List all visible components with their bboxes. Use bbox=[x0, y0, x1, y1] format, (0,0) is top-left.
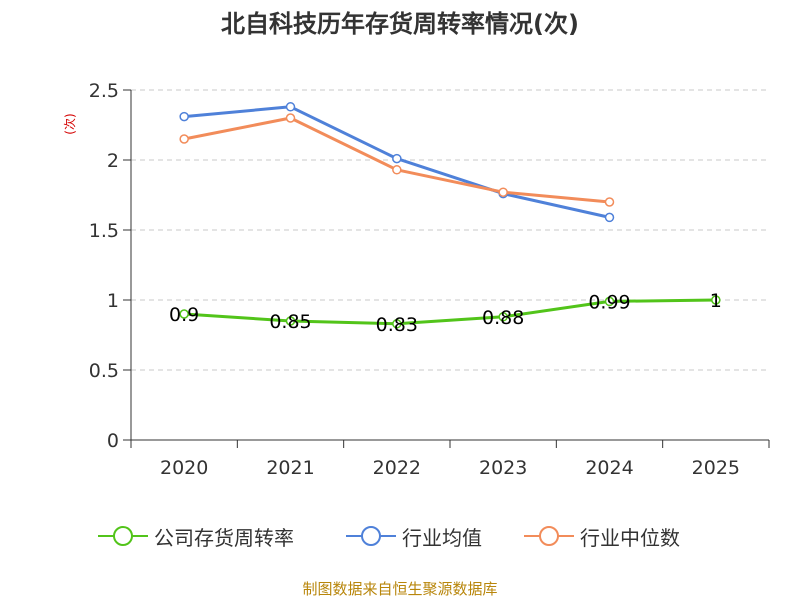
legend-label: 行业中位数 bbox=[580, 525, 680, 550]
x-tick-label: 2023 bbox=[479, 457, 527, 479]
legend-line-marker-icon bbox=[98, 526, 148, 546]
data-point bbox=[392, 153, 402, 164]
x-tick-label: 2025 bbox=[692, 457, 740, 479]
legend-label: 公司存货周转率 bbox=[154, 525, 294, 550]
data-labels: 0.9 0.85 0.83 0.88 0.99 1 bbox=[169, 290, 722, 336]
series-line bbox=[184, 298, 716, 326]
x-tick-label: 2022 bbox=[373, 457, 421, 479]
legend-item-industry-median[interactable]: 行业中位数 bbox=[524, 519, 680, 553]
legend-item-company[interactable]: 公司存货周转率 bbox=[98, 519, 294, 553]
data-point bbox=[392, 165, 402, 175]
data-point bbox=[179, 111, 189, 122]
data-label: 0.83 bbox=[376, 314, 418, 336]
data-point bbox=[285, 316, 296, 326]
y-axis-unit-label: (次) bbox=[63, 113, 77, 134]
y-tick-label: 2.5 bbox=[89, 80, 119, 102]
y-tick-label: 2 bbox=[107, 150, 119, 172]
x-tick-label: 2021 bbox=[266, 457, 314, 479]
y-tick-label: 1.5 bbox=[89, 220, 119, 242]
data-source-note: 制图数据来自恒生聚源数据库 bbox=[302, 580, 498, 598]
data-point bbox=[179, 309, 189, 319]
legend-line-marker-icon bbox=[346, 526, 396, 546]
legend-item-industry-mean[interactable]: 行业均值 bbox=[346, 519, 482, 553]
x-tick-label: 2024 bbox=[585, 457, 633, 479]
data-point bbox=[498, 187, 508, 197]
data-point bbox=[392, 319, 402, 329]
data-point bbox=[604, 212, 615, 223]
data-point bbox=[498, 312, 508, 322]
data-label: 0.99 bbox=[588, 291, 630, 313]
axes: 0 0.5 1 1.5 2 2.5 2020 2021 2022 2023 2024 2025 (次) bbox=[63, 80, 770, 479]
x-tick-label: 2020 bbox=[160, 457, 208, 479]
data-point bbox=[285, 113, 296, 123]
data-label: 0.88 bbox=[482, 307, 524, 329]
legend-label: 行业均值 bbox=[402, 525, 482, 550]
y-tick-label: 1 bbox=[107, 290, 119, 312]
data-point bbox=[285, 102, 296, 112]
y-tick-label: 0.5 bbox=[89, 360, 119, 382]
data-point bbox=[604, 296, 615, 307]
legend-line-marker-icon bbox=[524, 526, 574, 546]
y-tick-label: 0 bbox=[107, 430, 119, 452]
series-lines bbox=[179, 102, 721, 329]
data-point bbox=[179, 134, 189, 144]
data-label: 0.85 bbox=[269, 311, 311, 333]
data-point bbox=[711, 295, 721, 305]
data-label: 1 bbox=[710, 290, 722, 312]
chart-title: 北自科技历年存货周转率情况(次) bbox=[221, 10, 579, 38]
data-point bbox=[604, 197, 615, 207]
data-label: 0.9 bbox=[169, 304, 199, 326]
